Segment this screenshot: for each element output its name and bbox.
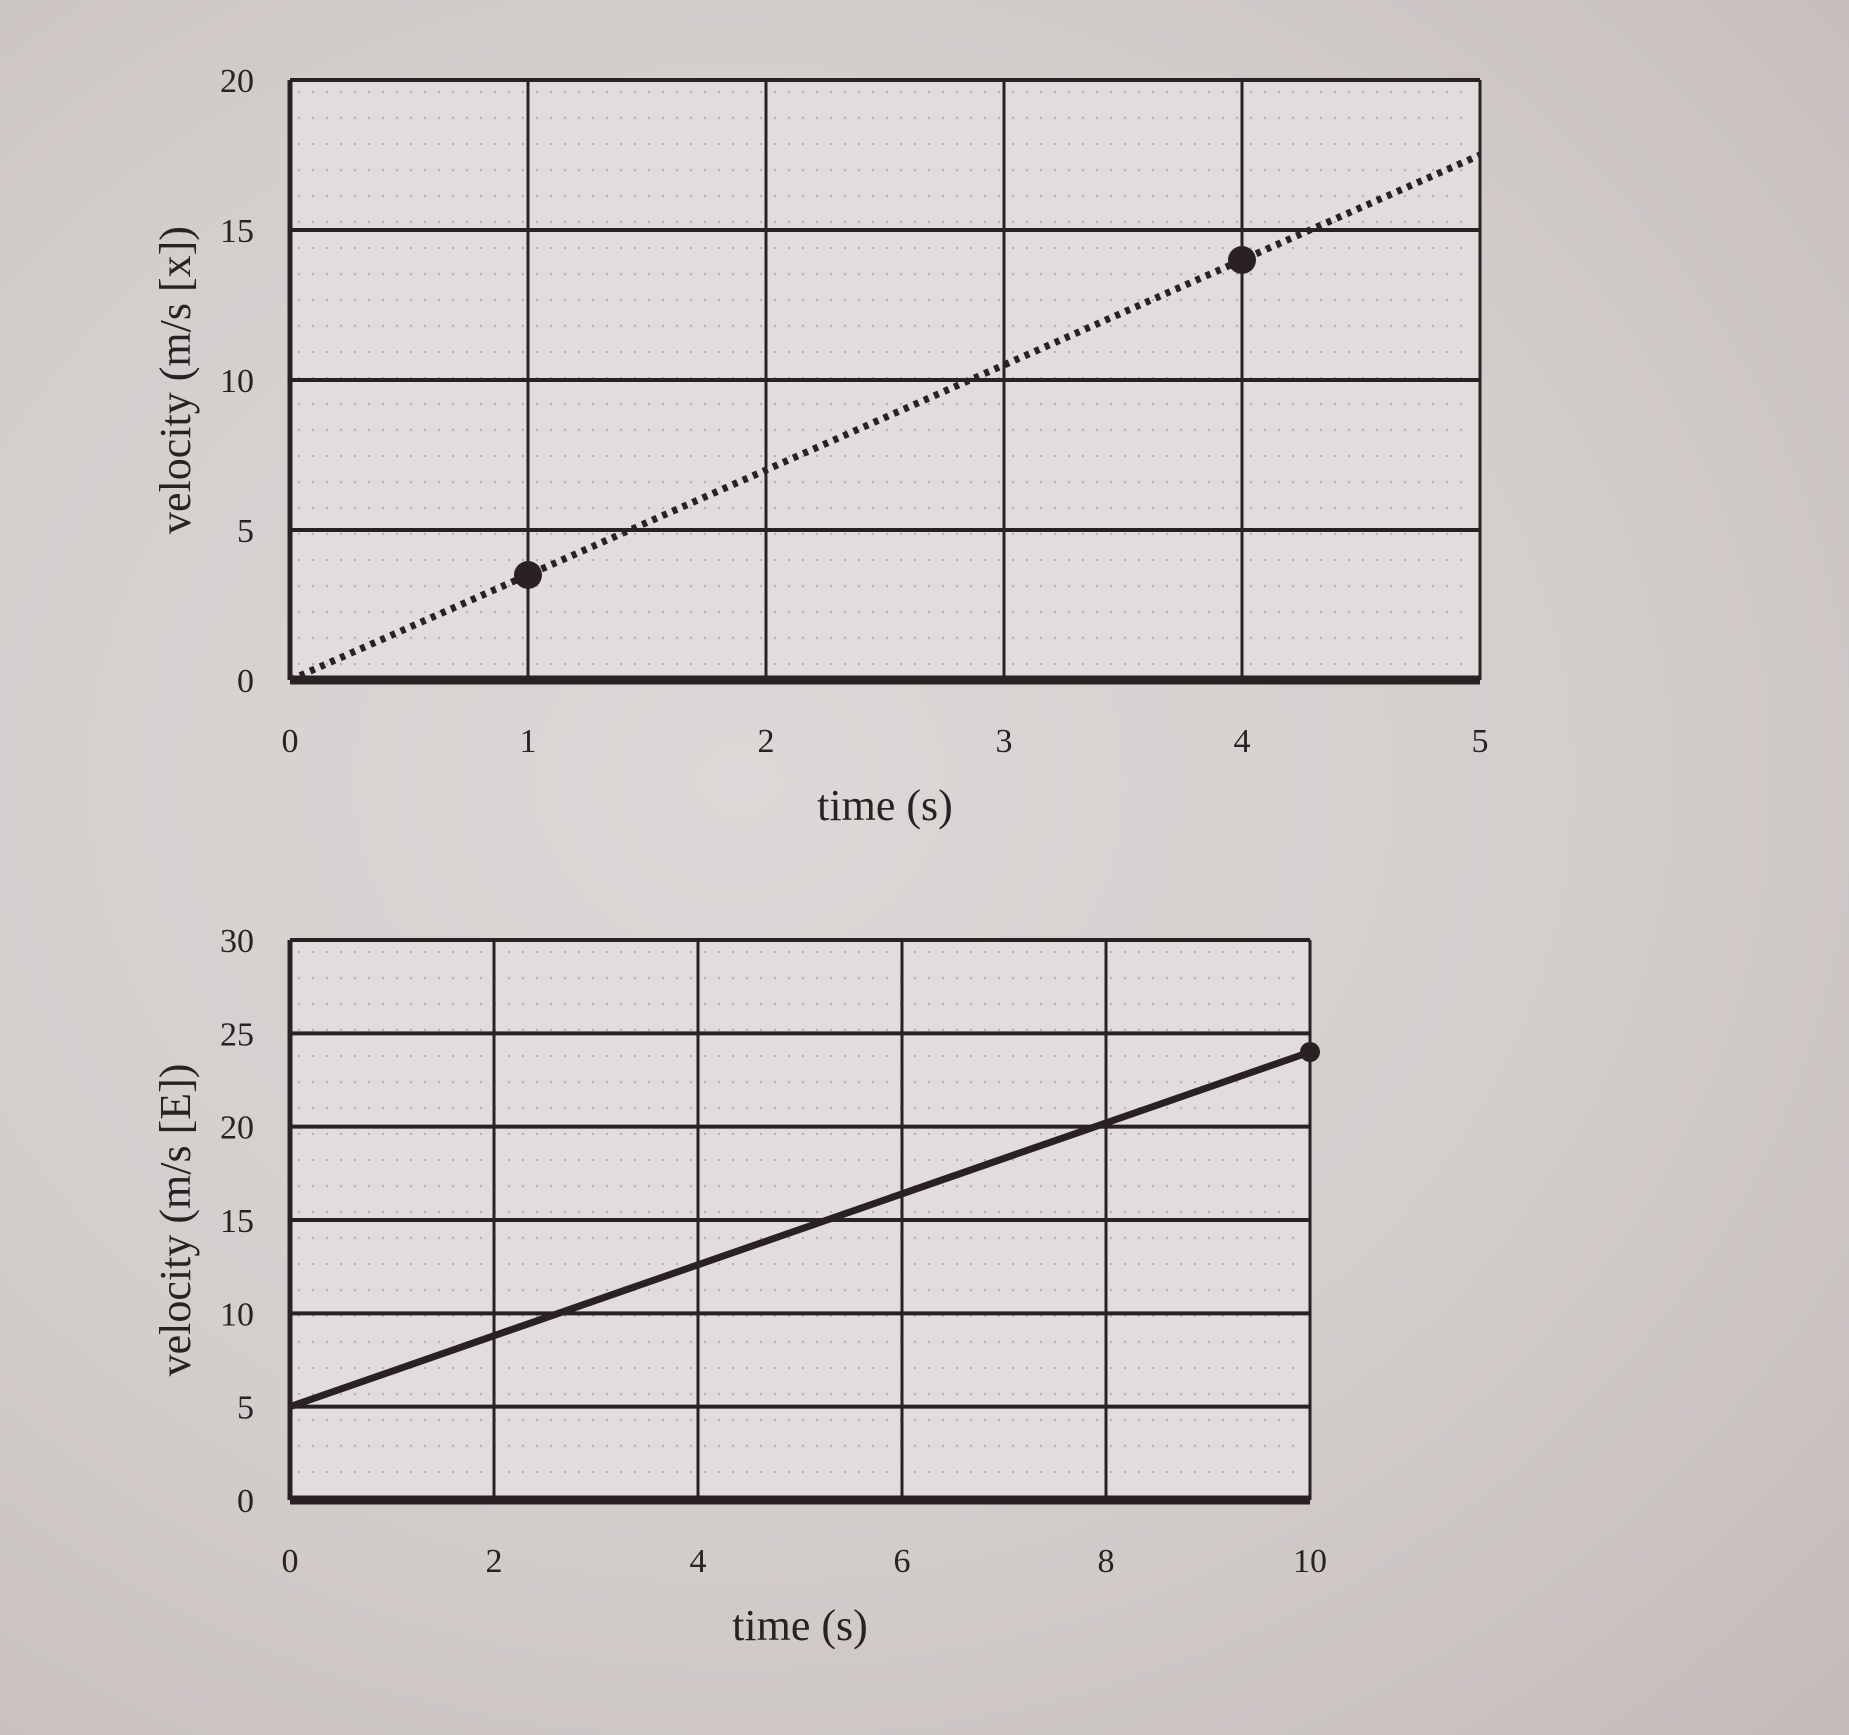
velocity-time-chart-east: 0 2 4 6 8 10 0 5 10 15 20 25 30 time (s) velocity (m/s… bbox=[150, 900, 1650, 1700]
x-tick-label: 1 bbox=[520, 723, 537, 760]
x-tick-label: 10 bbox=[1293, 1543, 1327, 1580]
x-tick-label: 5 bbox=[1472, 723, 1489, 760]
x-axis-title: time (s) bbox=[732, 1601, 868, 1650]
x-tick-label: 6 bbox=[894, 1543, 911, 1580]
y-tick-label: 5 bbox=[237, 1390, 254, 1427]
x-tick-label: 2 bbox=[486, 1543, 503, 1580]
x-tick-label: 0 bbox=[282, 1543, 299, 1580]
y-tick-label: 10 bbox=[220, 1296, 254, 1333]
y-axis-title: velocity (m/s [x]) bbox=[151, 226, 200, 534]
x-tick-label: 2 bbox=[758, 723, 775, 760]
y-axis-title: velocity (m/s [E]) bbox=[151, 1064, 200, 1377]
y-tick-label: 15 bbox=[220, 1203, 254, 1240]
x-tick-labels: 0 1 2 3 4 5 bbox=[282, 723, 1489, 760]
y-tick-label: 25 bbox=[220, 1016, 254, 1053]
series-line bbox=[288, 1048, 1312, 1410]
y-tick-labels: 0 5 10 15 20 25 30 bbox=[220, 923, 254, 1520]
chart-bottom-svg: 0 2 4 6 8 10 0 5 10 15 20 25 30 time (s) velocity (m/s… bbox=[151, 923, 1328, 1650]
series-line bbox=[288, 151, 1482, 684]
y-tick-label: 0 bbox=[237, 663, 254, 700]
chart-top-svg: 0 1 2 3 4 5 0 5 10 15 20 time (s) velocity (m/s [x]) bbox=[151, 63, 1489, 830]
y-tick-label: 15 bbox=[220, 213, 254, 250]
data-point-marker bbox=[1228, 246, 1256, 274]
y-tick-label: 0 bbox=[237, 1483, 254, 1520]
y-tick-label: 5 bbox=[237, 513, 254, 550]
y-tick-label: 10 bbox=[220, 363, 254, 400]
y-tick-label: 30 bbox=[220, 923, 254, 960]
y-tick-label: 20 bbox=[220, 1110, 254, 1147]
x-tick-label: 4 bbox=[1234, 723, 1251, 760]
x-axis-title: time (s) bbox=[817, 781, 953, 830]
x-tick-label: 8 bbox=[1098, 1543, 1115, 1580]
y-tick-label: 20 bbox=[220, 63, 254, 100]
x-tick-label: 4 bbox=[690, 1543, 707, 1580]
y-tick-labels: 0 5 10 15 20 bbox=[220, 63, 254, 700]
velocity-time-chart-x: 0 1 2 3 4 5 0 5 10 15 20 time (s) velocity (m/s [x]) bbox=[150, 40, 1650, 880]
endpoint-marker bbox=[1300, 1042, 1320, 1062]
x-tick-labels: 0 2 4 6 8 10 bbox=[282, 1543, 1328, 1580]
data-point-marker bbox=[514, 561, 542, 589]
x-tick-label: 3 bbox=[996, 723, 1013, 760]
x-tick-label: 0 bbox=[282, 723, 299, 760]
